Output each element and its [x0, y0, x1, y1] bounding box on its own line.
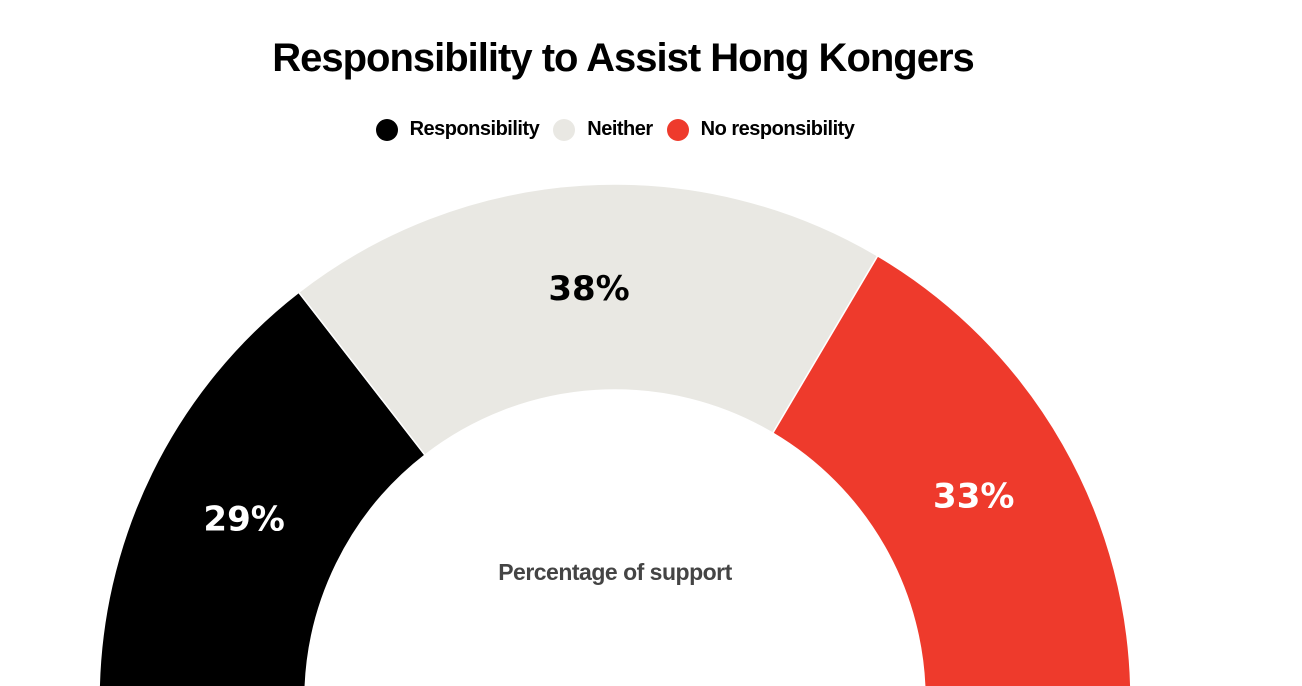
slices-group: [98, 183, 1132, 686]
chart-title: Responsibility to Assist Hong Kongers: [272, 36, 975, 80]
slice-neither[interactable]: [297, 183, 879, 457]
legend-label-no-responsibility: No responsibility: [700, 118, 855, 140]
data-label-no-responsibility: 33%: [933, 476, 1014, 516]
legend: Responsibility Neither No responsibility: [0, 118, 1230, 141]
legend-swatch-no-responsibility: [666, 118, 689, 141]
data-label-responsibility: 29%: [203, 499, 284, 539]
labels-group: 29% 38% 33%: [203, 269, 1014, 539]
legend-item-responsibility[interactable]: Responsibility: [375, 118, 540, 141]
slice-no-responsibility[interactable]: [771, 254, 1132, 686]
data-label-neither: 38%: [548, 269, 629, 309]
legend-label-responsibility: Responsibility: [409, 118, 540, 140]
center-label: Percentage of support: [498, 559, 732, 585]
slice-responsibility[interactable]: [98, 291, 427, 686]
legend-swatch-neither: [553, 118, 576, 141]
legend-item-neither[interactable]: Neither: [553, 118, 653, 141]
legend-label-neither: Neither: [587, 118, 653, 140]
legend-swatch-responsibility: [375, 118, 398, 141]
legend-item-no-responsibility[interactable]: No responsibility: [666, 118, 855, 141]
